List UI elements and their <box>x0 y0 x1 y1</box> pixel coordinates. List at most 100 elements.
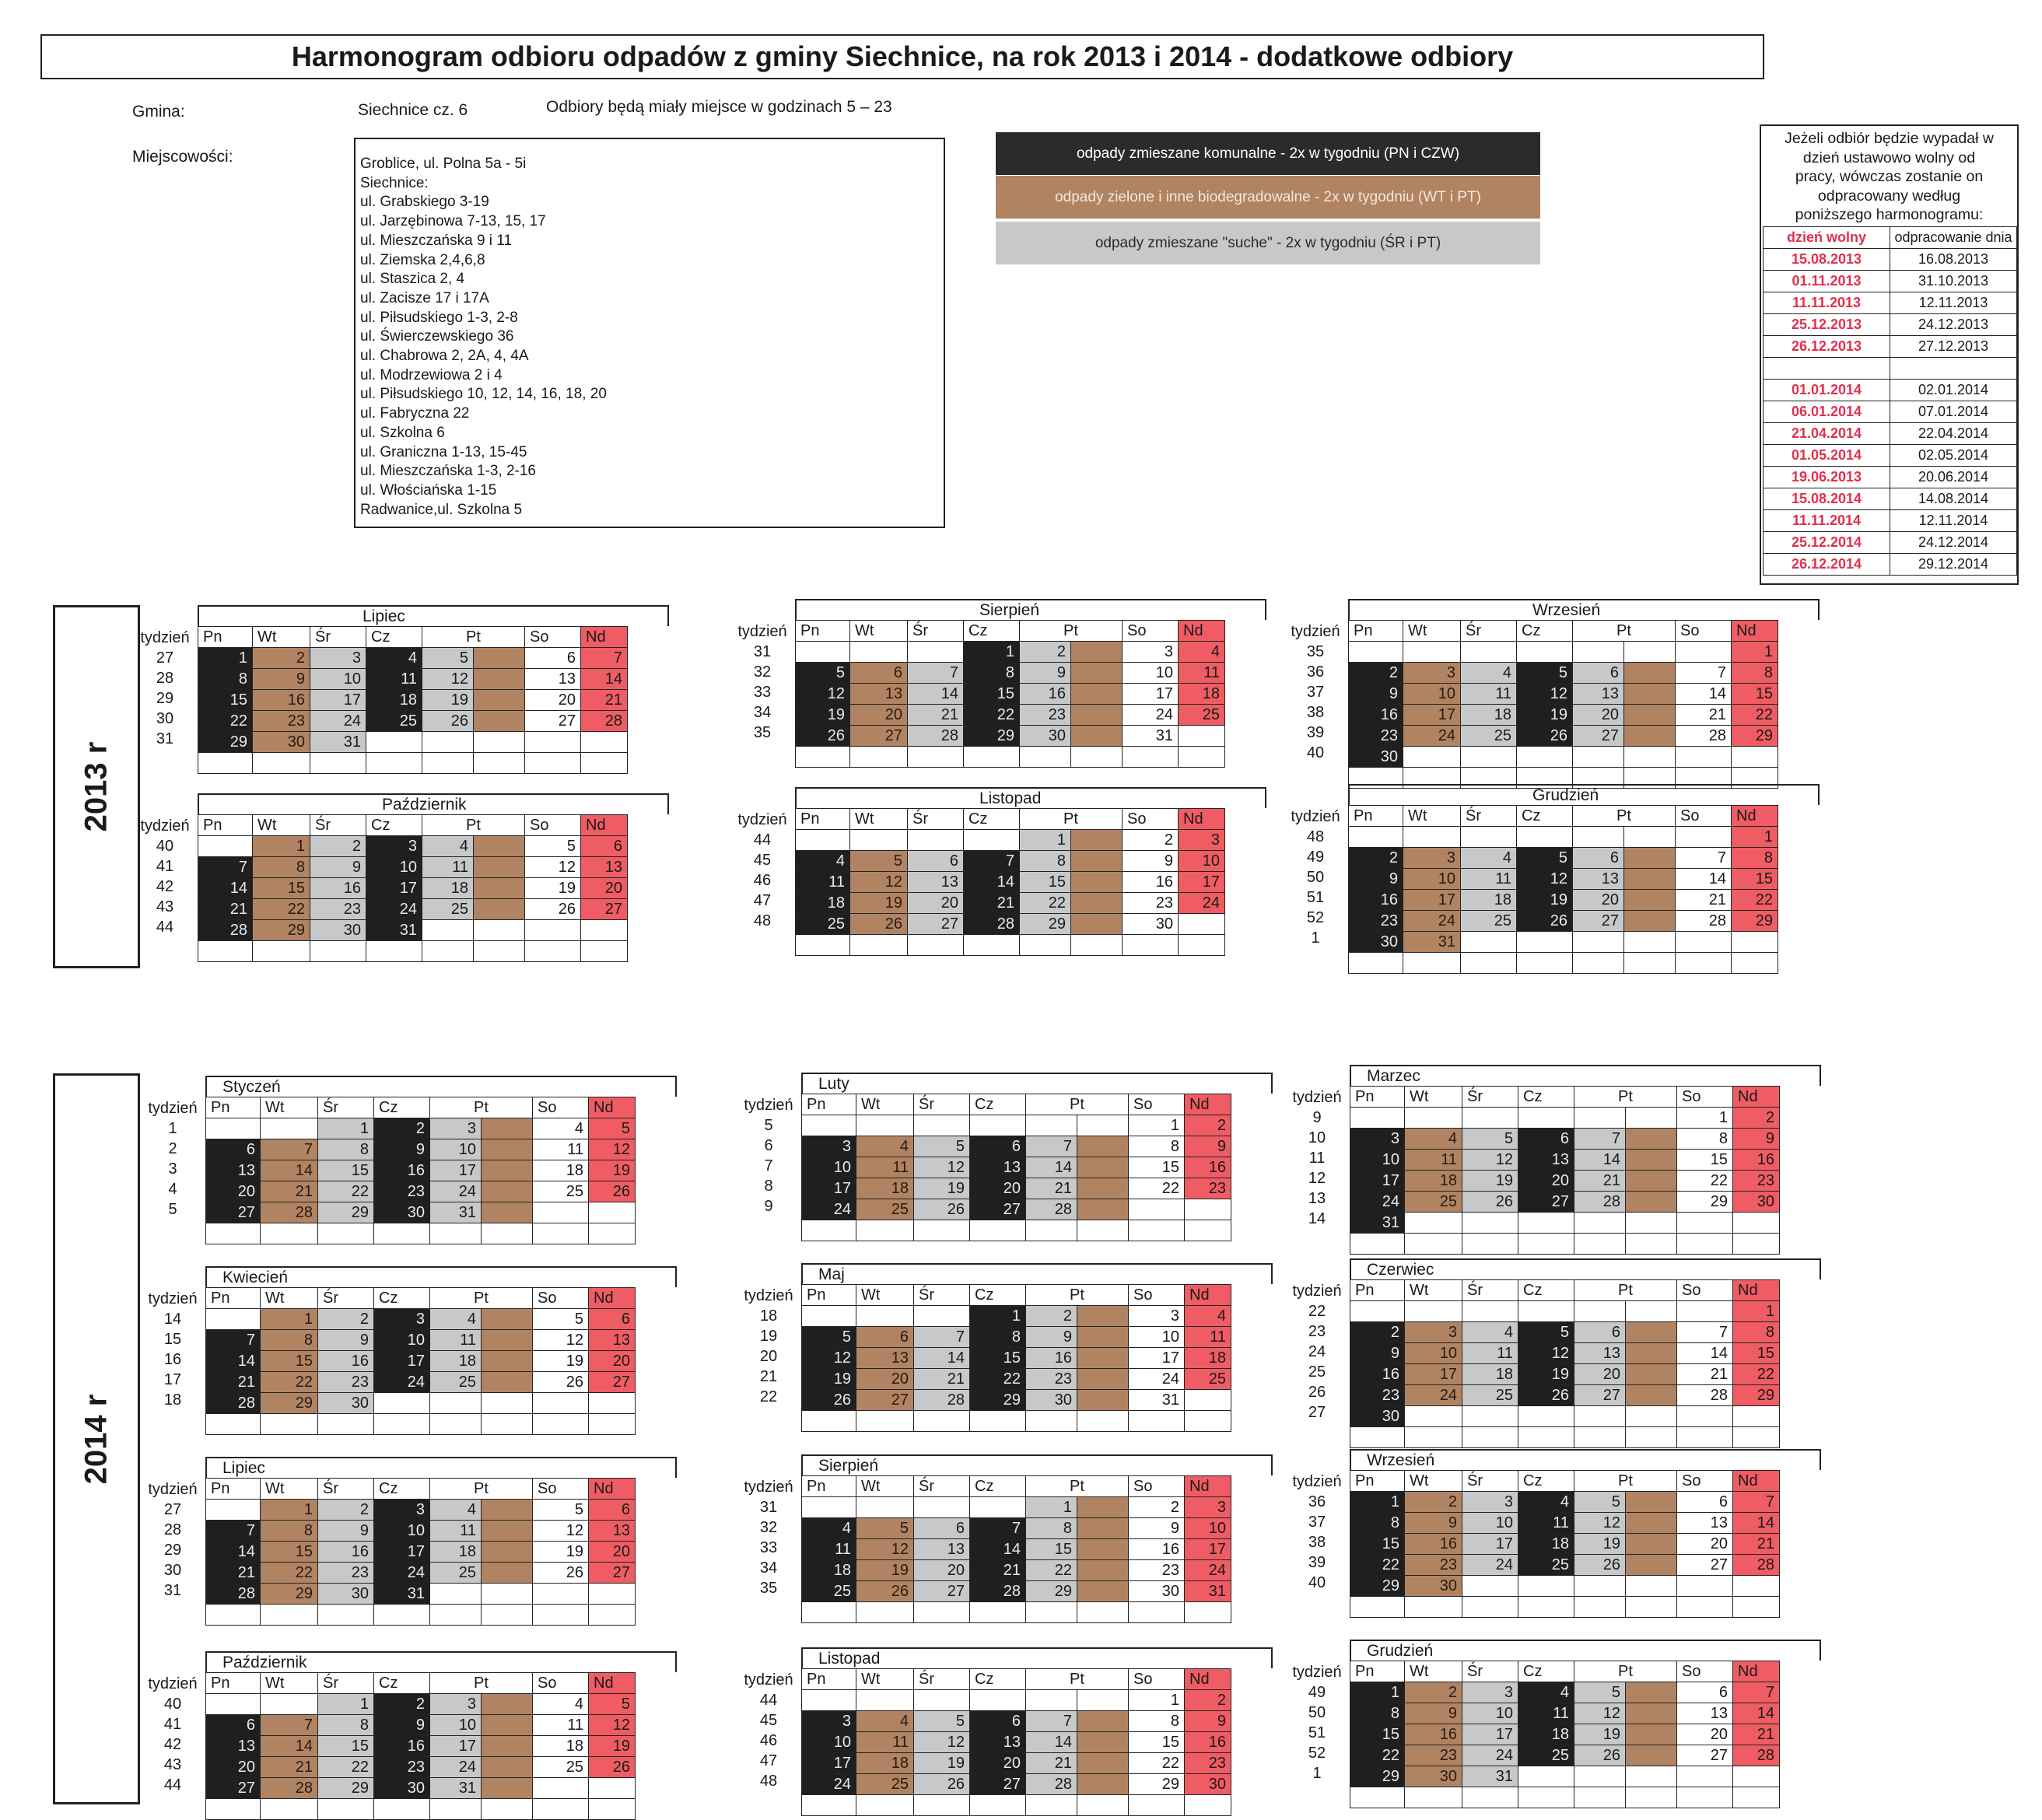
day-cell: 4 <box>1404 1128 1462 1150</box>
day-cell: 27 <box>1572 910 1624 932</box>
day-cell <box>260 1693 318 1715</box>
workday-cell: 16.08.2013 <box>1890 247 2017 271</box>
day-cell <box>588 1392 636 1414</box>
day-cell <box>1178 725 1225 747</box>
holiday-row: 01.11.2013 31.10.2013 <box>1763 269 2017 292</box>
day-cell: 24 <box>429 1181 482 1202</box>
day-cell: 18 <box>795 892 850 914</box>
day-cell <box>913 1794 970 1816</box>
week-row: 28 29 30 <box>205 1392 694 1414</box>
day-cell: 14 <box>1025 1731 1077 1753</box>
day-cell: 21 <box>913 1368 970 1390</box>
weekday-header: Pn <box>1350 1086 1405 1108</box>
holiday-intro-line: Jeżeli odbiór będzie wypadał w <box>1785 130 1994 147</box>
day-cell: 8 <box>317 1714 374 1736</box>
month-title: Maj <box>801 1263 1273 1284</box>
day-cell: 11 <box>422 856 474 878</box>
holiday-row: 25.12.2013 24.12.2013 <box>1763 313 2017 336</box>
week-number: 36 <box>1308 1493 1326 1510</box>
day-cell: 23 <box>1184 1752 1231 1774</box>
weekday-header: So <box>1122 620 1179 642</box>
day-cell <box>1518 1212 1574 1234</box>
day-cell: 28 <box>1676 1384 1733 1406</box>
week-number: 45 <box>759 1712 778 1729</box>
week-row <box>205 1413 694 1435</box>
day-cell <box>1077 1580 1129 1602</box>
day-cell <box>580 919 628 941</box>
week-row: 20 21 22 23 24 25 26 <box>205 1181 694 1202</box>
week-numbers: tydzień 40 41 42 43 44 <box>140 1674 205 1795</box>
day-cell: 30 <box>317 1392 374 1414</box>
day-cell: 16 <box>310 877 366 899</box>
day-cell: 8 <box>969 1326 1026 1348</box>
month-grid: Pn Wt Śr Cz Pt So Nd 1 2 3 4 5 6 7 8 9 10 11 12 13 14 15 16 17 1… <box>1350 1086 1838 1255</box>
weekday-header: So <box>1675 805 1732 827</box>
day-cell: 26 <box>532 1371 589 1393</box>
day-cell: 28 <box>580 710 628 732</box>
header-row: Pn Wt Śr Cz Pt So Nd <box>205 1478 694 1500</box>
week-row: 28 29 30 31 <box>198 919 686 941</box>
place-item: ul. Jarzębinowa 7-13, 15, 17 <box>360 213 546 230</box>
day-cell: 11 <box>1462 1342 1518 1364</box>
day-cell <box>524 940 581 962</box>
day-cell: 15 <box>963 683 1020 705</box>
day-cell: 12 <box>913 1731 970 1753</box>
header-row: Pn Wt Śr Cz Pt So Nd <box>795 808 1284 830</box>
day-cell: 7 <box>1676 1321 1733 1343</box>
day-cell <box>1574 1766 1626 1787</box>
day-cell: 1 <box>1731 641 1778 663</box>
day-cell: 12 <box>532 1329 589 1351</box>
day-cell <box>1625 1575 1677 1597</box>
weekday-header: Nd <box>1184 1668 1231 1690</box>
day-off-cell: 19.06.2013 <box>1763 465 1890 488</box>
day-cell: 4 <box>429 1499 482 1521</box>
day-cell: 16 <box>1732 1149 1780 1171</box>
day-cell <box>481 1139 533 1160</box>
week-row: 24 25 26 27 28 29 30 <box>801 1773 1290 1795</box>
day-cell: 27 <box>1518 1191 1574 1213</box>
day-cell: 9 <box>1184 1710 1231 1732</box>
day-cell: 25 <box>1518 1745 1574 1766</box>
day-cell: 17 <box>1122 683 1179 705</box>
day-cell: 26 <box>524 898 581 920</box>
month-title: Wrzesień <box>1350 1449 1821 1470</box>
day-cell: 15 <box>1025 1538 1077 1560</box>
day-cell: 26 <box>913 1199 970 1220</box>
day-cell: 14 <box>1574 1149 1626 1171</box>
day-cell <box>481 1181 533 1202</box>
day-cell: 28 <box>969 1580 1026 1602</box>
day-cell: 29 <box>1350 1766 1405 1787</box>
day-cell: 22 <box>1350 1554 1405 1576</box>
day-cell <box>481 1693 533 1715</box>
day-cell: 25 <box>1518 1554 1574 1576</box>
day-cell: 29 <box>1731 910 1778 932</box>
day-cell: 2 <box>1732 1107 1780 1129</box>
day-cell <box>1518 1107 1574 1129</box>
day-cell <box>481 1223 533 1244</box>
weekday-header: Śr <box>1462 1086 1518 1108</box>
day-cell: 21 <box>1675 704 1732 726</box>
day-cell <box>1460 641 1517 663</box>
day-cell <box>1623 662 1676 684</box>
day-cell: 17 <box>429 1735 482 1757</box>
day-cell <box>1625 1596 1677 1618</box>
place-item: ul. Grabskiego 3-19 <box>360 194 489 211</box>
holiday-intro-line: dzień ustawowo wolny od <box>1802 149 1976 166</box>
week-number: 4 <box>168 1181 177 1198</box>
day-cell <box>1574 1575 1626 1597</box>
day-cell <box>1625 1212 1677 1234</box>
weekday-header: Nd <box>1178 620 1225 642</box>
day-cell <box>1128 1220 1185 1241</box>
day-cell: 5 <box>801 1326 856 1348</box>
place-item: ul. Piłsudskiego 1-3, 2-8 <box>360 309 518 326</box>
day-cell: 14 <box>260 1735 318 1757</box>
day-cell: 30 <box>1404 1766 1462 1787</box>
weekday-header: Nd <box>1732 1470 1780 1492</box>
week-number: 43 <box>163 1756 182 1773</box>
place-item: ul. Mieszczańska 1-3, 2-16 <box>360 463 536 480</box>
day-cell <box>1460 931 1517 953</box>
day-cell: 31 <box>373 1583 430 1605</box>
day-cell: 18 <box>532 1160 589 1181</box>
day-cell: 29 <box>1732 1384 1780 1406</box>
day-cell <box>1572 826 1624 848</box>
